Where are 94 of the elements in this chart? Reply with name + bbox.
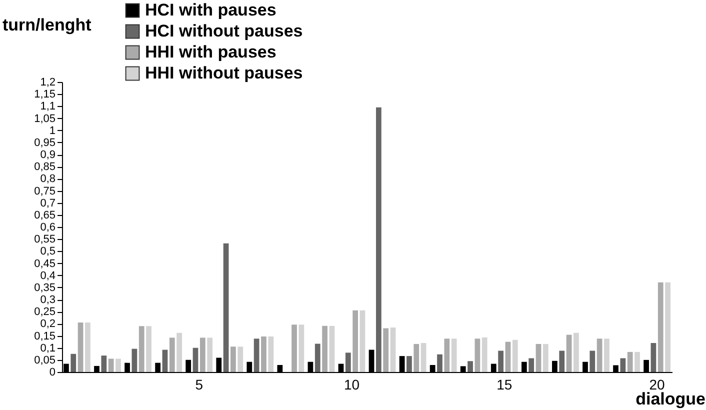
bar <box>261 336 266 372</box>
y-tick-label: 0,15 <box>34 330 56 342</box>
bar <box>116 358 121 372</box>
y-tick-label: 0,2 <box>40 318 56 330</box>
y-tick-label: 0,65 <box>34 209 56 222</box>
x-axis-title: dialogue <box>636 390 706 408</box>
x-tick-label: 10 <box>344 376 360 392</box>
bar <box>498 350 504 372</box>
bar <box>596 338 602 372</box>
y-tick-label: 0,6 <box>40 222 56 234</box>
y-tick-label: 0,75 <box>34 185 56 198</box>
bar <box>329 326 335 372</box>
bar <box>78 322 84 372</box>
bar <box>444 338 450 372</box>
y-tick-label: 0,95 <box>34 136 56 149</box>
bar <box>352 310 358 372</box>
bar <box>200 338 206 372</box>
bar <box>70 354 76 372</box>
y-tick-label: 0,8 <box>40 173 56 186</box>
y-tick-label: 0,1 <box>40 342 56 354</box>
y-tick-label: 0,25 <box>34 306 56 318</box>
bar <box>512 340 518 372</box>
bar <box>566 334 572 372</box>
bar <box>376 107 382 372</box>
bar <box>650 343 656 372</box>
bar <box>406 356 412 372</box>
x-tick-label: 5 <box>195 376 204 392</box>
y-tick-label: 1 <box>49 124 56 137</box>
y-tick-label: 0,5 <box>40 246 56 258</box>
bar <box>268 336 274 372</box>
bar <box>604 338 610 372</box>
bar <box>620 358 626 372</box>
bar <box>390 328 396 372</box>
bar <box>292 324 297 372</box>
legend-label: HCI without pauses <box>145 22 303 40</box>
bar <box>665 282 670 372</box>
legend-label: HCI with pauses <box>145 0 276 20</box>
bar <box>85 322 90 372</box>
bar <box>383 328 389 372</box>
y-tick-label: 0,55 <box>34 234 56 246</box>
bar <box>146 326 152 372</box>
bar <box>542 344 548 372</box>
y-tick-label: 0,85 <box>34 161 56 174</box>
y-tick-label: 0,35 <box>34 282 56 294</box>
bar <box>230 346 236 372</box>
y-tick-label: 0,45 <box>34 258 56 270</box>
bar <box>437 354 442 372</box>
bar <box>322 326 328 372</box>
y-tick-label: 0,9 <box>40 149 56 161</box>
bar <box>627 352 633 372</box>
bar <box>360 310 366 372</box>
y-tick-label: 1,1 <box>40 100 56 113</box>
y-tick-label: 1,15 <box>34 88 56 101</box>
bar <box>420 343 426 372</box>
bar <box>345 352 351 372</box>
bar <box>574 332 579 372</box>
bar <box>176 332 182 372</box>
bar <box>474 338 480 372</box>
bar <box>559 350 565 372</box>
legend-label: HHI with pauses <box>145 42 276 62</box>
y-tick-label: 0,3 <box>40 294 56 306</box>
y-tick-label: 0 <box>49 366 56 378</box>
x-tick-label: 20 <box>649 376 666 392</box>
y-axis-title: turn/lenght <box>2 16 92 34</box>
bar <box>634 352 640 372</box>
bar <box>451 338 457 372</box>
bar <box>238 346 244 372</box>
bar <box>298 324 304 372</box>
y-tick-label: 1,2 <box>40 76 56 88</box>
bar <box>658 282 664 372</box>
x-tick-label: 15 <box>496 376 512 392</box>
bar <box>207 338 213 372</box>
bar <box>254 338 260 372</box>
bar <box>223 243 229 372</box>
y-tick-label: 0,7 <box>40 197 56 210</box>
bar <box>314 344 320 372</box>
bar <box>169 338 175 372</box>
bar <box>536 344 542 372</box>
bar <box>138 326 144 372</box>
y-tick-label: 1,05 <box>34 112 56 125</box>
bar <box>414 344 420 372</box>
bar <box>162 350 168 372</box>
bar <box>528 358 534 372</box>
legend-label: HHI without pauses <box>145 64 303 82</box>
bar <box>132 348 138 372</box>
bar <box>590 350 596 372</box>
y-tick-label: 0,05 <box>34 354 56 366</box>
bar <box>108 358 114 372</box>
bar <box>192 348 198 372</box>
bar <box>468 361 473 372</box>
bar <box>505 342 511 372</box>
bar <box>101 356 107 372</box>
bar <box>482 337 488 372</box>
y-tick-label: 0,4 <box>40 270 56 282</box>
